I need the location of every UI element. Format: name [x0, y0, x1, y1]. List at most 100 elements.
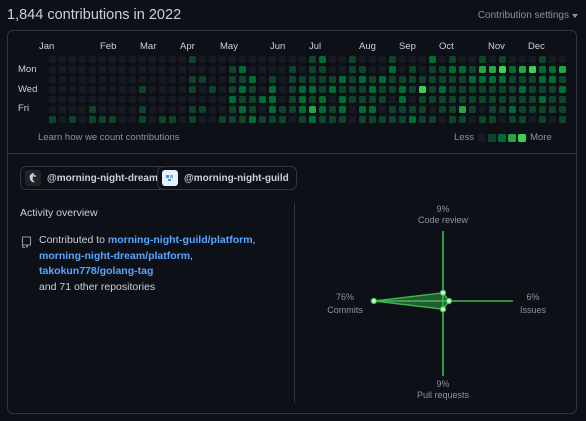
contribution-cell[interactable] [189, 66, 196, 73]
contribution-cell[interactable] [69, 116, 76, 123]
contribution-cell[interactable] [109, 86, 116, 93]
contribution-cell[interactable] [529, 116, 536, 123]
contribution-cell[interactable] [119, 76, 126, 83]
contribution-cell[interactable] [549, 86, 556, 93]
contribution-cell[interactable] [249, 56, 256, 63]
contribution-cell[interactable] [49, 106, 56, 113]
contribution-cell[interactable] [279, 116, 286, 123]
contribution-cell[interactable] [459, 96, 466, 103]
contribution-cell[interactable] [499, 66, 506, 73]
contribution-cell[interactable] [519, 86, 526, 93]
contribution-cell[interactable] [349, 76, 356, 83]
contribution-cell[interactable] [179, 96, 186, 103]
contribution-cell[interactable] [239, 106, 246, 113]
contribution-cell[interactable] [539, 106, 546, 113]
contribution-cell[interactable] [449, 66, 456, 73]
org-filter-guild[interactable]: @morning-night-guild [157, 166, 297, 190]
repo-link[interactable]: morning-night-dream/platform [39, 249, 191, 262]
contribution-cell[interactable] [129, 86, 136, 93]
contribution-cell[interactable] [329, 76, 336, 83]
contribution-cell[interactable] [259, 96, 266, 103]
contribution-cell[interactable] [299, 76, 306, 83]
contribution-cell[interactable] [109, 106, 116, 113]
contribution-cell[interactable] [289, 76, 296, 83]
contribution-cell[interactable] [489, 116, 496, 123]
contribution-cell[interactable] [319, 56, 326, 63]
contribution-cell[interactable] [59, 116, 66, 123]
contribution-cell[interactable] [289, 86, 296, 93]
contribution-cell[interactable] [469, 116, 476, 123]
contribution-cell[interactable] [419, 106, 426, 113]
contribution-cell[interactable] [399, 56, 406, 63]
contribution-cell[interactable] [49, 66, 56, 73]
contribution-cell[interactable] [239, 66, 246, 73]
contribution-cell[interactable] [119, 106, 126, 113]
contribution-cell[interactable] [209, 66, 216, 73]
contribution-cell[interactable] [529, 66, 536, 73]
contribution-cell[interactable] [179, 106, 186, 113]
contribution-cell[interactable] [189, 116, 196, 123]
contribution-cell[interactable] [209, 96, 216, 103]
contribution-cell[interactable] [349, 96, 356, 103]
contribution-cell[interactable] [159, 76, 166, 83]
contribution-cell[interactable] [449, 96, 456, 103]
contribution-cell[interactable] [389, 76, 396, 83]
contribution-cell[interactable] [159, 106, 166, 113]
contribution-cell[interactable] [499, 96, 506, 103]
contribution-cell[interactable] [389, 116, 396, 123]
contribution-cell[interactable] [89, 96, 96, 103]
contribution-cell[interactable] [279, 56, 286, 63]
contribution-cell[interactable] [109, 116, 116, 123]
contribution-cell[interactable] [359, 86, 366, 93]
contribution-cell[interactable] [369, 76, 376, 83]
contribution-cell[interactable] [339, 66, 346, 73]
contribution-cell[interactable] [409, 86, 416, 93]
contribution-cell[interactable] [299, 86, 306, 93]
contribution-cell[interactable] [439, 86, 446, 93]
contribution-cell[interactable] [459, 56, 466, 63]
contribution-cell[interactable] [139, 56, 146, 63]
contribution-cell[interactable] [169, 76, 176, 83]
contribution-cell[interactable] [479, 106, 486, 113]
contribution-cell[interactable] [149, 56, 156, 63]
contribution-cell[interactable] [219, 76, 226, 83]
contribution-cell[interactable] [59, 96, 66, 103]
contribution-cell[interactable] [309, 96, 316, 103]
contribution-settings-button[interactable]: Contribution settings [478, 10, 578, 21]
contribution-cell[interactable] [79, 86, 86, 93]
contribution-cell[interactable] [359, 66, 366, 73]
contribution-cell[interactable] [99, 116, 106, 123]
contribution-cell[interactable] [129, 106, 136, 113]
contribution-cell[interactable] [59, 106, 66, 113]
contribution-cell[interactable] [269, 96, 276, 103]
contribution-cell[interactable] [389, 66, 396, 73]
contribution-cell[interactable] [279, 96, 286, 103]
contribution-cell[interactable] [299, 116, 306, 123]
contribution-cell[interactable] [159, 116, 166, 123]
contribution-cell[interactable] [289, 66, 296, 73]
contribution-cell[interactable] [379, 86, 386, 93]
contribution-cell[interactable] [339, 76, 346, 83]
contribution-cell[interactable] [179, 56, 186, 63]
contribution-cell[interactable] [109, 76, 116, 83]
contribution-cell[interactable] [509, 56, 516, 63]
contribution-cell[interactable] [339, 116, 346, 123]
contribution-cell[interactable] [69, 106, 76, 113]
contribution-cell[interactable] [399, 106, 406, 113]
contribution-cell[interactable] [349, 66, 356, 73]
contribution-cell[interactable] [409, 116, 416, 123]
contribution-cell[interactable] [219, 66, 226, 73]
contribution-cell[interactable] [479, 66, 486, 73]
contribution-cell[interactable] [439, 76, 446, 83]
contribution-cell[interactable] [199, 96, 206, 103]
contribution-cell[interactable] [479, 116, 486, 123]
contribution-cell[interactable] [389, 96, 396, 103]
contribution-cell[interactable] [449, 76, 456, 83]
contribution-cell[interactable] [379, 116, 386, 123]
contribution-cell[interactable] [309, 116, 316, 123]
contribution-cell[interactable] [129, 116, 136, 123]
contribution-cell[interactable] [449, 116, 456, 123]
contribution-cell[interactable] [109, 96, 116, 103]
contribution-cell[interactable] [259, 116, 266, 123]
contribution-cell[interactable] [119, 66, 126, 73]
